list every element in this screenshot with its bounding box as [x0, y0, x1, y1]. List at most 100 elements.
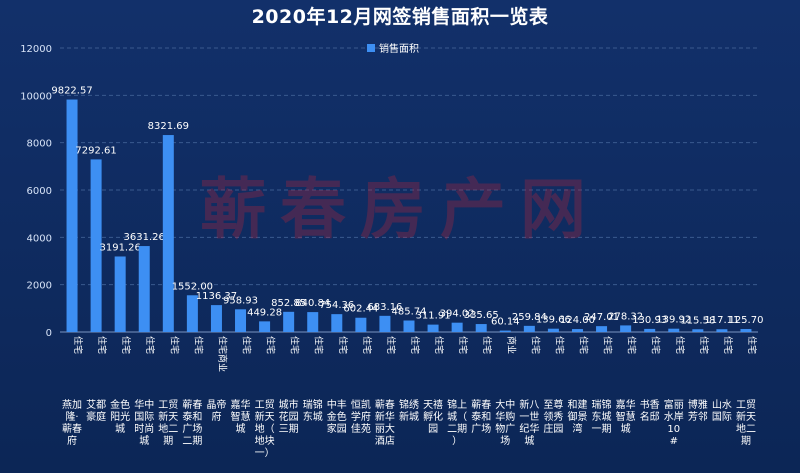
category-label-line: 地二 — [736, 422, 756, 435]
bar — [186, 295, 198, 332]
bar — [307, 312, 319, 332]
category-type-label: 住宅 — [241, 336, 253, 354]
category-label: 艾都豪庭 — [86, 399, 106, 423]
category-label: 工贸新天地（地块一） — [255, 399, 275, 459]
y-tick-label: 2000 — [27, 281, 52, 292]
bar — [162, 135, 174, 332]
category-label: 山水国际 — [712, 399, 732, 423]
data-label: 117.11 — [704, 315, 739, 326]
data-label: 1552.00 — [172, 281, 213, 292]
data-label: 311.91 — [416, 311, 451, 322]
category-label: 锦绣新城 — [399, 398, 419, 423]
category-label-line: 庄园 — [543, 422, 563, 435]
category-label-line: 地块 — [255, 434, 275, 447]
category-label-line: 和建 — [567, 398, 587, 411]
category-type-label: 住宅 — [577, 336, 589, 354]
category-label-line: 东城 — [303, 410, 323, 423]
data-label: 394.02 — [440, 309, 475, 320]
legend-label: 销售面积 — [379, 42, 419, 55]
category-label-line: 府 — [67, 434, 77, 447]
category-label-line: 城 — [139, 435, 149, 447]
category-label-line: 国际 — [134, 411, 154, 423]
category-label: 工贸新天地二期 — [158, 399, 178, 447]
category-type-label: 住宅 — [722, 336, 734, 354]
category-label-line: 蕲春 — [471, 399, 491, 411]
bar — [451, 322, 463, 332]
category-label: 嘉华智慧城 — [231, 398, 251, 435]
category-type-label: 住宅 — [698, 336, 710, 354]
category-label-line: 物广 — [495, 422, 515, 435]
y-tick-label: 12000 — [20, 44, 52, 55]
category-label-line: 城 — [236, 423, 246, 435]
category-label-line: 瑞锦 — [592, 398, 612, 411]
watermark: 蕲春房产网 — [200, 171, 600, 248]
category-label-line: 芳邻 — [688, 410, 708, 423]
bar — [283, 311, 295, 332]
category-label-line: 家园 — [327, 422, 347, 435]
category-label-line: 御景 — [567, 410, 587, 423]
category-label-line: 工贸 — [736, 399, 756, 411]
bar — [644, 328, 656, 332]
category-label-line: 二期 — [182, 435, 202, 447]
category-type-label: 住宅 — [674, 336, 686, 354]
category-label: 嘉华智慧城 — [616, 398, 636, 435]
bar — [571, 329, 583, 332]
category-label-line: 湾 — [572, 422, 582, 435]
data-label: 485.74 — [392, 307, 427, 318]
data-label: 247.01 — [584, 312, 619, 323]
category-label-line: 蕲春 — [375, 399, 395, 411]
category-type-label: 住宅 — [409, 336, 421, 354]
category-label: 天禧孵化园 — [423, 398, 443, 435]
category-type-label: 住宅 — [433, 336, 445, 354]
bar — [138, 246, 150, 332]
category-label-line: 东城 — [592, 410, 612, 423]
category-label: 晶帝府 — [206, 398, 226, 423]
category-label-line: 燕加 — [62, 399, 82, 411]
category-label-line: 智慧 — [616, 410, 636, 423]
data-label: 259.84 — [512, 312, 547, 323]
category-type-label: 住宅 — [361, 336, 373, 354]
category-label: 蕲春泰和广场 — [471, 399, 491, 435]
category-label-line: 一期 — [592, 423, 612, 435]
category-label-line: 城 — [524, 435, 534, 447]
bar — [427, 324, 439, 332]
category-label-line: 丽大 — [375, 422, 395, 435]
category-label-line: 泰和 — [182, 410, 202, 423]
category-label-line: 瑞锦 — [303, 398, 323, 411]
category-label: 工贸新天地二期 — [736, 399, 756, 447]
category-label-line: 阳光 — [110, 410, 130, 423]
data-label: 60.14 — [491, 317, 520, 328]
category-type-label: 住宅 — [481, 336, 493, 354]
category-label-line: 期 — [741, 435, 751, 447]
category-label-line: 府 — [211, 410, 221, 423]
category-type-label: 住宅 — [96, 336, 108, 354]
category-type-label: 住宅 — [337, 336, 349, 354]
bar — [90, 159, 102, 332]
bar — [331, 314, 343, 332]
category-label: 蕲春新华丽大酒店 — [375, 399, 395, 447]
chart-title: 2020年12月网签销售面积一览表 — [251, 6, 549, 28]
category-type-label: 住宅 — [650, 336, 662, 354]
category-label-line: 学府 — [351, 410, 371, 423]
bar — [547, 328, 559, 332]
category-label: 博雅芳邻 — [688, 398, 708, 423]
category-label-line: 10 — [667, 424, 680, 435]
data-label: 278.32 — [608, 311, 643, 322]
bar — [403, 320, 415, 332]
category-type-label: 住宅 — [313, 336, 325, 354]
category-type-label: 住宅 — [192, 336, 204, 354]
category-label-line: 蕲春 — [182, 399, 202, 411]
category-label: 中丰金色家园 — [327, 398, 347, 435]
data-label: 8321.69 — [148, 121, 189, 132]
category-label-line: # — [670, 436, 678, 447]
category-label: 华中国际时尚城 — [134, 398, 154, 447]
category-type-label: 住宅 — [289, 336, 301, 354]
category-type-label: 商业 — [505, 336, 517, 354]
category-label-line: 佳苑 — [351, 422, 371, 435]
category-label-line: 广场 — [471, 422, 491, 435]
category-label-line: 大中 — [495, 398, 515, 411]
category-label: 燕加隆·蕲春府 — [62, 399, 82, 447]
data-label: 124.00 — [560, 315, 595, 326]
